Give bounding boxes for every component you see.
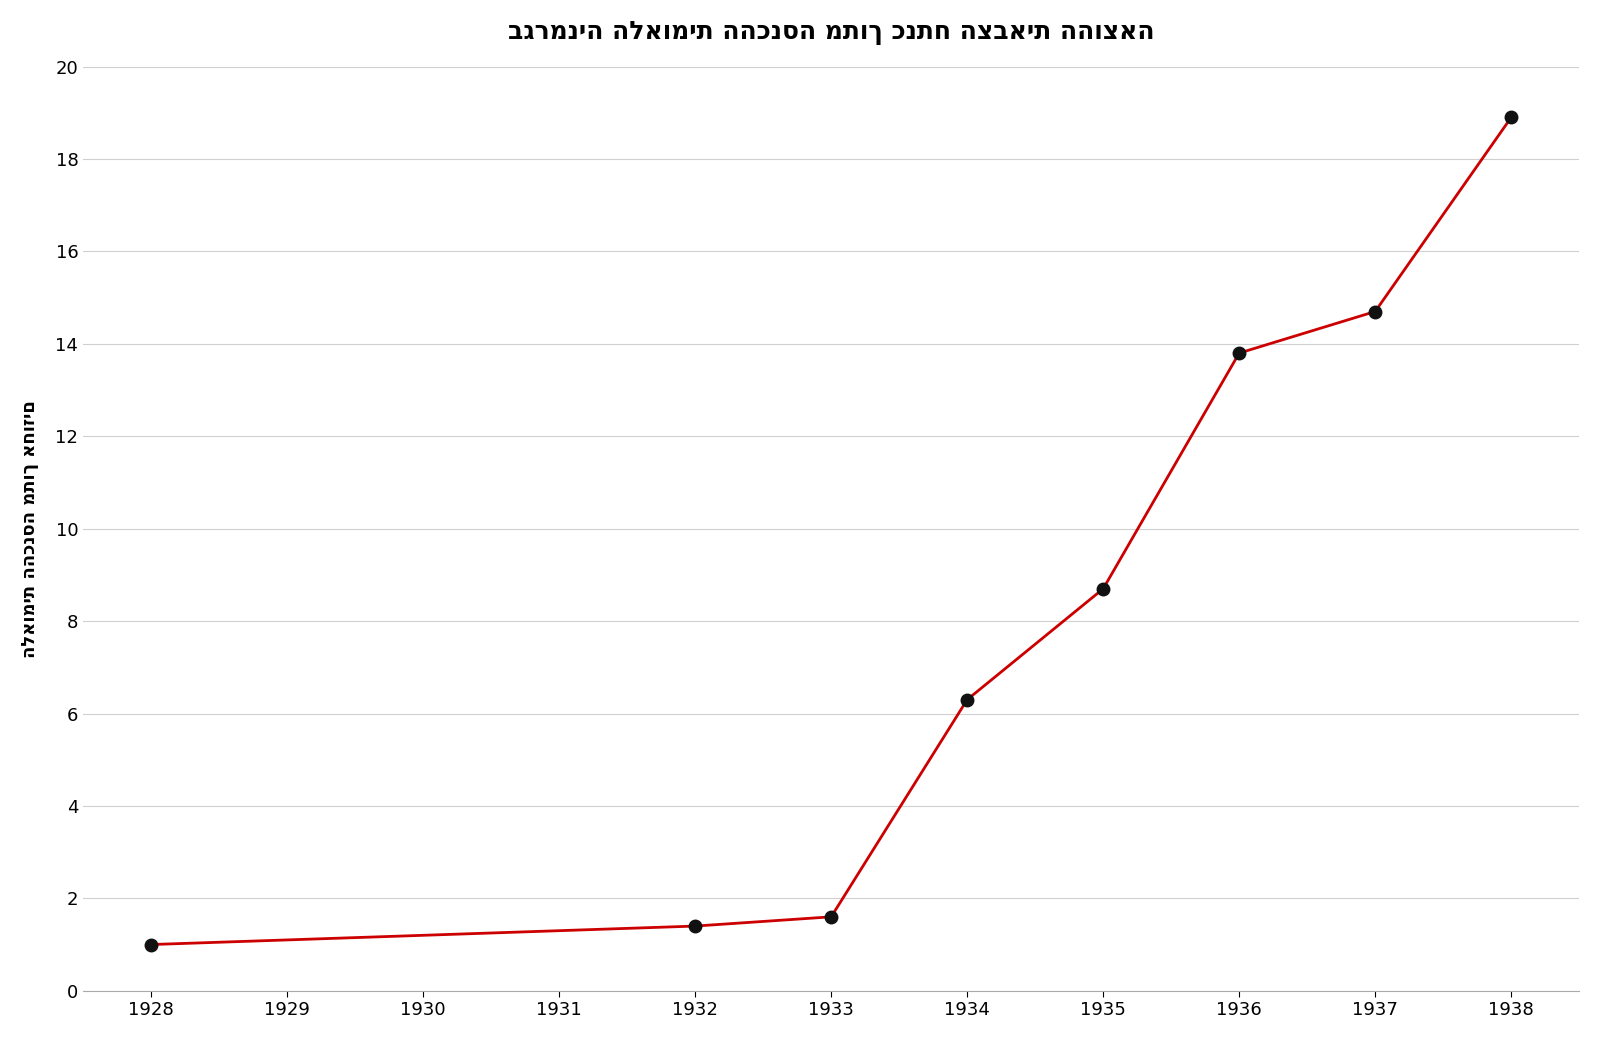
Point — [954, 692, 979, 708]
Point — [1090, 580, 1115, 597]
Point — [1226, 345, 1251, 362]
Point — [1498, 109, 1523, 126]
Point — [139, 936, 165, 953]
Point — [683, 917, 709, 934]
Title: בגרמניה הלאומית ההכנסה מתוך כנתח הצבאית ההוצאה: בגרמניה הלאומית ההכנסה מתוך כנתח הצבאית … — [507, 21, 1155, 45]
Point — [819, 909, 845, 926]
Y-axis label: הלאומית ההכנסה מתוך אחוזים: הלאומית ההכנסה מתוך אחוזים — [21, 399, 38, 657]
Point — [1362, 304, 1387, 320]
